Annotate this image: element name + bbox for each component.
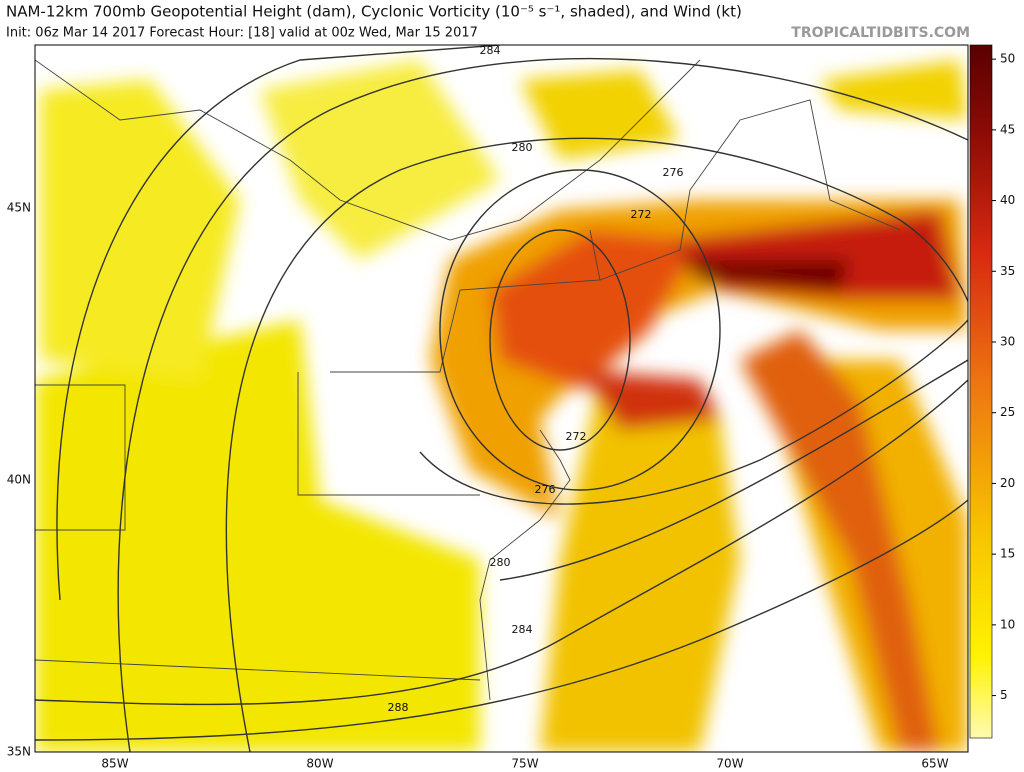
colorbar-tick-label: 25 bbox=[1000, 405, 1015, 419]
lat-label: 35N bbox=[7, 745, 31, 759]
colorbar-tick-label: 40 bbox=[1000, 193, 1015, 207]
map: 284 280 276 272 272 276 280 284 288 bbox=[35, 44, 968, 752]
height-contours bbox=[35, 45, 968, 752]
lon-label: 80W bbox=[306, 757, 333, 771]
colorbar-tick-label: 10 bbox=[1000, 617, 1015, 631]
borders bbox=[35, 59, 901, 701]
contour-label: 272 bbox=[631, 208, 652, 221]
contour-label: 276 bbox=[663, 166, 684, 179]
colorbar bbox=[969, 44, 993, 739]
subtitle: Init: 06z Mar 14 2017 Forecast Hour: [18… bbox=[6, 26, 478, 41]
title: NAM-12km 700mb Geopotential Height (dam)… bbox=[6, 3, 742, 21]
lon-label: 65W bbox=[921, 757, 948, 771]
colorbar-tick-label: 30 bbox=[1000, 335, 1015, 349]
lon-label: 70W bbox=[716, 757, 743, 771]
lon-labels: 85W 80W 75W 70W 65W bbox=[101, 757, 948, 771]
map-frame bbox=[34, 44, 969, 753]
source: TROPICALTIDBITS.COM bbox=[791, 25, 970, 41]
contour-label: 280 bbox=[512, 141, 533, 154]
lon-label: 85W bbox=[101, 757, 128, 771]
colorbar-tick-label: 50 bbox=[1000, 52, 1015, 66]
contour-label: 284 bbox=[512, 623, 533, 636]
lon-label: 75W bbox=[511, 757, 538, 771]
colorbar-tick-label: 45 bbox=[1000, 122, 1015, 136]
lat-label: 40N bbox=[7, 473, 31, 487]
lat-labels: 45N 40N 35N bbox=[7, 201, 31, 759]
contour-label: 272 bbox=[566, 430, 587, 443]
contour-label: 284 bbox=[480, 44, 501, 57]
contour-label: 288 bbox=[388, 701, 409, 714]
contour-labels: 284 280 276 272 272 276 280 284 288 bbox=[388, 44, 684, 714]
contour-label: 276 bbox=[535, 483, 556, 496]
colorbar-tick-label: 15 bbox=[1000, 547, 1015, 561]
contour-label: 280 bbox=[490, 556, 511, 569]
colorbar-tick-label: 35 bbox=[1000, 264, 1015, 278]
colorbar-tick-label: 20 bbox=[1000, 476, 1015, 490]
colorbar-tick-label: 5 bbox=[1000, 688, 1008, 702]
vorticity-shading bbox=[35, 60, 968, 752]
lat-label: 45N bbox=[7, 201, 31, 215]
